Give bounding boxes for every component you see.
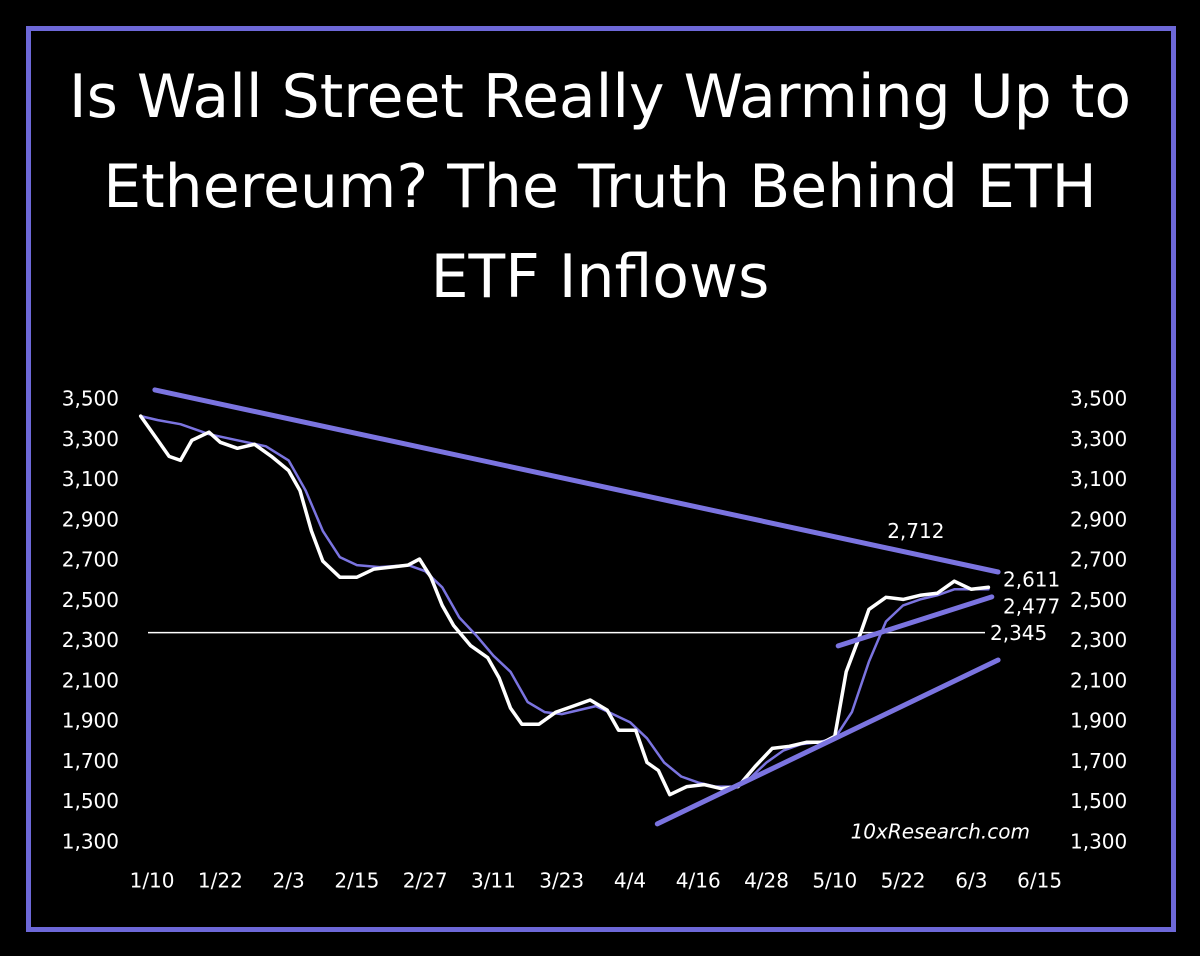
x-tick-label: 2/27 xyxy=(403,869,448,893)
y-tick-label: 2,500 xyxy=(62,588,119,612)
y2-tick-label: 1,300 xyxy=(1070,830,1127,854)
trend-line xyxy=(654,657,1001,827)
y-tick-label: 2,700 xyxy=(62,548,119,572)
x-tick-label: 6/3 xyxy=(955,869,987,893)
y-tick-label: 1,500 xyxy=(62,789,119,813)
y-tick-label: 2,100 xyxy=(62,668,119,692)
y2-tick-label: 3,100 xyxy=(1070,467,1127,491)
series-line xyxy=(138,414,991,797)
y2-tick-label: 2,300 xyxy=(1070,628,1127,652)
y-tick-label: 1,900 xyxy=(62,709,119,733)
y-tick-label: 2,900 xyxy=(62,507,119,531)
annotation: 2,477 xyxy=(1003,594,1060,618)
chart-title: Is Wall Street Really Warming Up to Ethe… xyxy=(68,62,1132,312)
x-tick-label: 4/4 xyxy=(614,869,646,893)
y2-tick-label: 2,500 xyxy=(1070,588,1127,612)
x-tick-label: 5/10 xyxy=(812,869,857,893)
series-line xyxy=(139,414,990,788)
y2-tick-label: 3,300 xyxy=(1070,427,1127,451)
y-tick-label: 1,300 xyxy=(62,830,119,854)
y2-tick-label: 1,700 xyxy=(1070,749,1127,773)
y-tick-label: 3,100 xyxy=(62,467,119,491)
y2-tick-label: 2,900 xyxy=(1070,507,1127,531)
trend-line xyxy=(835,594,995,649)
watermark: 10xResearch.com xyxy=(851,820,1030,844)
x-tick-label: 6/15 xyxy=(1017,869,1062,893)
x-tick-label: 4/28 xyxy=(744,869,789,893)
x-tick-label: 4/16 xyxy=(676,869,721,893)
y-tick-label: 3,500 xyxy=(62,387,119,411)
x-tick-label: 5/22 xyxy=(881,869,926,893)
y-tick-label: 1,700 xyxy=(62,749,119,773)
y2-tick-label: 1,900 xyxy=(1070,709,1127,733)
annotation: 2,712 xyxy=(887,519,944,543)
trend-line xyxy=(152,387,1001,575)
x-tick-label: 3/11 xyxy=(471,869,516,893)
y2-tick-label: 1,500 xyxy=(1070,789,1127,813)
y2-tick-label: 2,100 xyxy=(1070,668,1127,692)
x-tick-label: 1/10 xyxy=(130,869,175,893)
y2-tick-label: 2,700 xyxy=(1070,548,1127,572)
y-tick-label: 2,300 xyxy=(62,628,119,652)
y2-tick-label: 3,500 xyxy=(1070,387,1127,411)
x-tick-label: 1/22 xyxy=(198,869,243,893)
frame xyxy=(26,26,1176,932)
x-tick-label: 2/15 xyxy=(334,869,379,893)
annotation: 2,345 xyxy=(990,621,1047,645)
annotation: 2,611 xyxy=(1003,568,1060,592)
y-tick-label: 3,300 xyxy=(62,427,119,451)
x-tick-label: 2/3 xyxy=(273,869,305,893)
x-tick-label: 3/23 xyxy=(539,869,584,893)
